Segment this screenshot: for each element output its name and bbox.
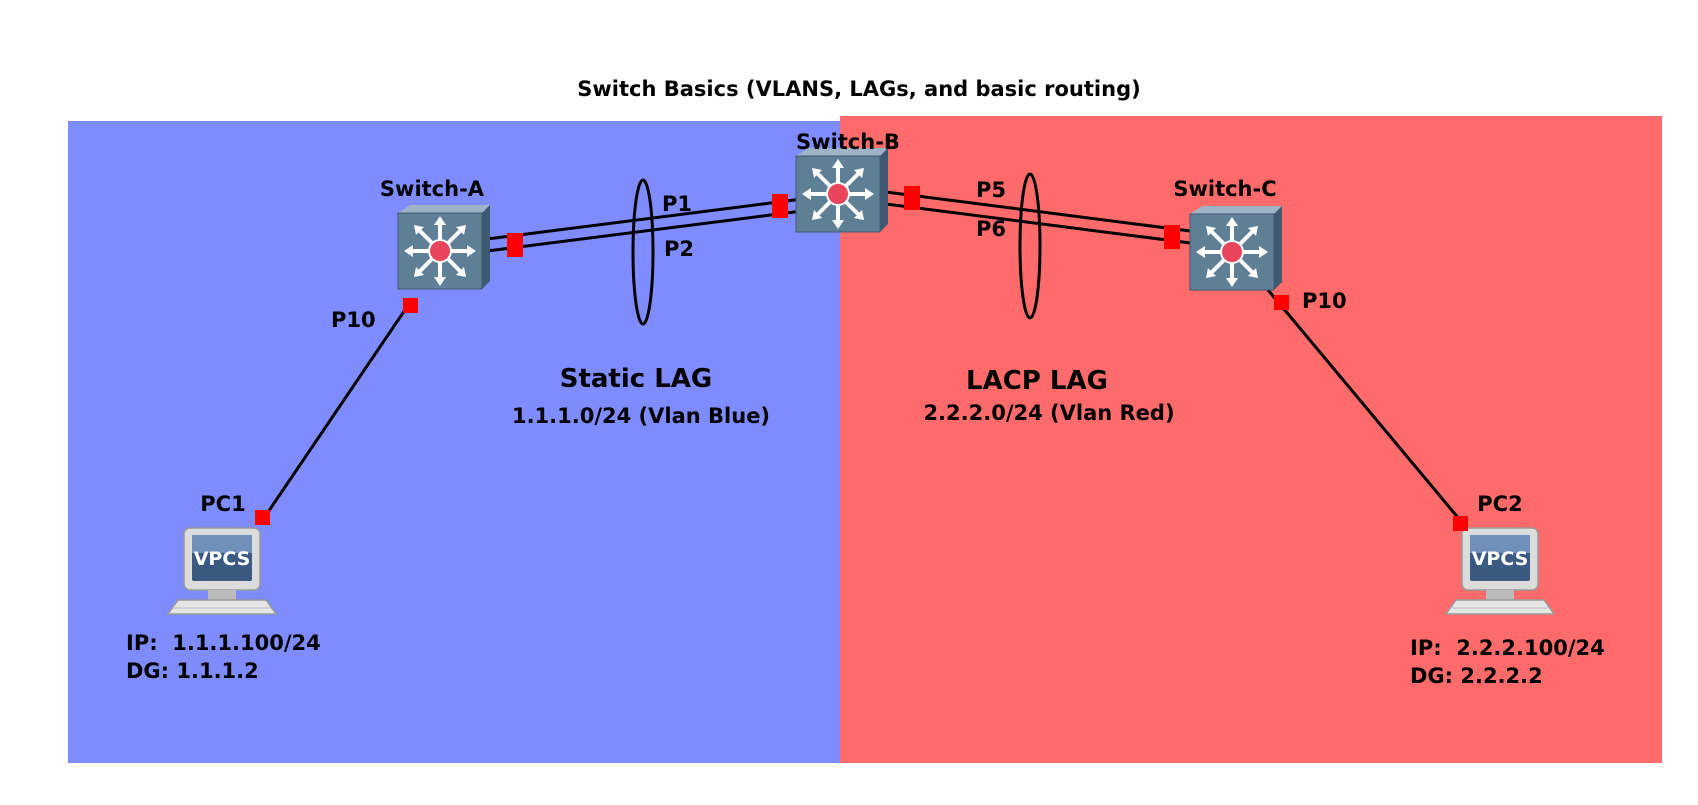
pc2-ip: IP: 2.2.2.100/24: [1410, 636, 1605, 660]
lacp-lag-ellipse: [1018, 172, 1042, 320]
switch-c[interactable]: [1188, 204, 1284, 292]
static-lag-ellipse: [631, 178, 655, 326]
static-lag-title: Static LAG: [560, 364, 713, 394]
vpcs-computer-icon: [167, 527, 277, 615]
port-label-p1: P1: [662, 192, 692, 216]
lag-b-c-links: [885, 190, 1199, 246]
switch-c-label: Switch-C: [1173, 177, 1276, 201]
port-label-p5: P5: [976, 178, 1006, 202]
port-label-a-p10: P10: [331, 308, 376, 332]
port-marker: [772, 194, 788, 218]
pc1-badge: VPCS: [194, 548, 251, 570]
multilayer-switch-icon: [396, 203, 492, 291]
link-switch-c-pc2: [1266, 289, 1462, 521]
vpcs-computer-icon: [1445, 527, 1555, 615]
port-marker: [1274, 295, 1289, 310]
pc2-dg: DG: 2.2.2.2: [1410, 664, 1543, 688]
port-marker: [1164, 225, 1180, 249]
switch-b[interactable]: [794, 146, 890, 234]
pc1-ip: IP: 1.1.1.100/24: [126, 631, 321, 655]
port-marker: [255, 510, 270, 525]
blue-subnet-label: 1.1.1.0/24 (Vlan Blue): [512, 404, 770, 428]
port-label-c-p10: P10: [1302, 289, 1347, 313]
port-marker: [1453, 516, 1468, 531]
switch-b-label: Switch-B: [796, 130, 900, 154]
multilayer-switch-icon: [794, 146, 890, 234]
lacp-lag-title: LACP LAG: [966, 366, 1108, 396]
port-label-p2: P2: [664, 237, 694, 261]
pc1-label: PC1: [200, 492, 245, 516]
port-marker: [507, 233, 523, 257]
switch-a-label: Switch-A: [380, 177, 485, 201]
port-marker: [403, 298, 418, 313]
pc2[interactable]: VPCS: [1445, 527, 1555, 615]
switch-a[interactable]: [396, 203, 492, 291]
diagram-title: Switch Basics (VLANS, LAGs, and basic ro…: [577, 77, 1140, 101]
pc1[interactable]: VPCS: [167, 527, 277, 615]
port-markers: [255, 186, 1468, 531]
red-subnet-label: 2.2.2.0/24 (Vlan Red): [923, 401, 1174, 425]
pc2-badge: VPCS: [1472, 548, 1529, 570]
lag-a-b-links: [486, 197, 803, 253]
link-pc1-switch-a: [262, 303, 411, 519]
port-marker: [904, 186, 920, 210]
port-label-p6: P6: [976, 217, 1006, 241]
multilayer-switch-icon: [1188, 204, 1284, 292]
pc2-label: PC2: [1477, 492, 1522, 516]
pc1-dg: DG: 1.1.1.2: [126, 659, 259, 683]
